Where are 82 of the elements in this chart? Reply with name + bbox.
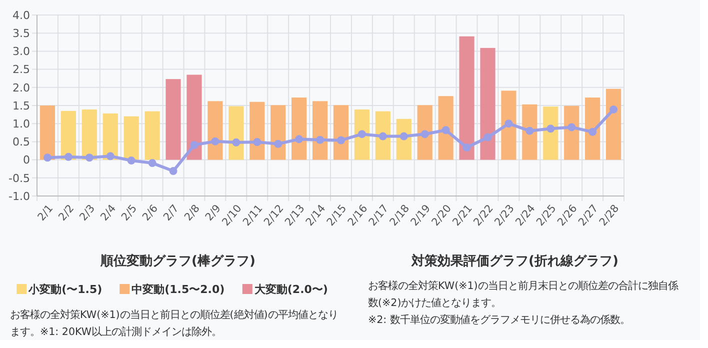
point	[232, 138, 240, 146]
x-tick-label: 2/4	[98, 202, 119, 224]
point	[295, 135, 304, 144]
x-tick-label: 2/9	[203, 202, 224, 224]
bar	[102, 113, 118, 160]
point	[148, 159, 156, 168]
y-tick-label: 2.0	[12, 81, 30, 94]
point	[253, 138, 262, 146]
bar	[82, 109, 97, 160]
point	[190, 140, 198, 149]
bar	[354, 109, 370, 160]
bar	[250, 102, 265, 160]
y-tick-label: 0.5	[12, 136, 30, 149]
bar	[124, 116, 139, 160]
point	[64, 152, 72, 161]
point	[211, 137, 220, 146]
y-tick-label: 0	[23, 154, 30, 167]
point	[400, 132, 408, 140]
bar	[501, 90, 516, 160]
x-tick-label: 2/3	[77, 202, 98, 224]
point	[336, 136, 345, 144]
bar	[522, 104, 538, 160]
x-tick-label: 2/8	[182, 202, 202, 224]
y-tick-label: 2.5	[12, 63, 30, 76]
legend-label: 大変動(2.0〜)	[254, 282, 328, 296]
y-tick-label: -0.5	[8, 172, 30, 185]
bar	[292, 98, 307, 160]
point	[378, 132, 387, 140]
bar	[543, 106, 558, 160]
bar	[333, 105, 349, 160]
bar	[40, 106, 56, 160]
point	[43, 154, 52, 162]
point	[85, 154, 94, 162]
point	[358, 130, 366, 138]
point	[546, 124, 555, 133]
point	[484, 133, 492, 142]
point	[526, 126, 534, 135]
bar	[270, 105, 286, 160]
bar	[606, 88, 622, 160]
x-tick-label: 2/7	[161, 202, 182, 224]
x-tick-label: 2/1	[36, 202, 56, 224]
bar	[375, 111, 390, 160]
x-tick-label: 2/5	[119, 202, 140, 224]
text: 順位変動グラフ(棒グラフ)	[100, 253, 256, 269]
bar	[480, 48, 496, 160]
point	[169, 167, 178, 176]
bar	[564, 106, 580, 160]
y-tick-label: 1.0	[12, 117, 30, 130]
bar	[438, 96, 454, 160]
text: お客様の全対策KW(※1)の当日と前月末日との順位差の合計に独自係数(※2)かけた値となります。	[368, 280, 678, 309]
point	[106, 152, 114, 160]
point	[442, 126, 450, 134]
point	[462, 143, 471, 152]
text: 対策効果評価グラフ(折れ線グラフ)	[410, 253, 618, 269]
y-tick-label: 3.0	[12, 45, 30, 58]
bar	[228, 106, 244, 160]
bar	[312, 101, 328, 160]
point	[610, 105, 618, 114]
y-tick-label: 1.5	[12, 99, 30, 112]
point	[568, 123, 576, 132]
text: ※2: 数千単位の変動値をグラフメモリに併せる為の係数。	[368, 314, 630, 326]
point	[316, 136, 324, 144]
point	[504, 120, 513, 128]
text: お客様の全対策KW(※1)の当日と前日との順位差(絶対値)の平均値となります。※1: 20KW以上の計測ドメインは除外。	[10, 309, 338, 338]
point	[127, 156, 136, 165]
bar	[208, 101, 223, 160]
y-tick-label: 4.0	[12, 8, 30, 22]
y-tick-label: 3.5	[12, 26, 30, 40]
legend-label: 中変動(1.5〜2.0)	[132, 282, 225, 296]
x-tick-label: 2/2	[56, 202, 77, 224]
x-tick-label: 2/6	[140, 202, 161, 224]
bar	[166, 79, 181, 160]
legend-label: 小変動(〜1.5)	[28, 282, 102, 296]
bar	[144, 111, 160, 160]
point	[274, 140, 282, 148]
bar	[417, 105, 432, 160]
bar	[186, 74, 202, 160]
bar	[585, 98, 600, 160]
bar	[459, 36, 474, 160]
y-tick-label: -1.0	[8, 190, 30, 203]
point	[420, 130, 429, 138]
point	[588, 128, 597, 136]
